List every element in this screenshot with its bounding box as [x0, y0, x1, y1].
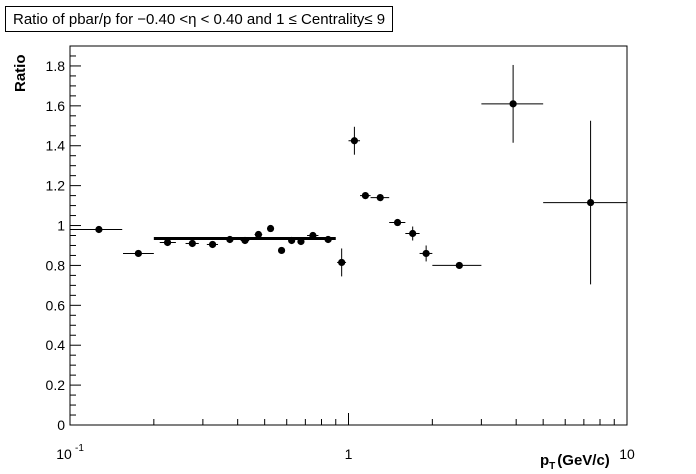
data-point — [409, 229, 417, 238]
data-point — [208, 240, 217, 249]
data-point — [241, 236, 249, 245]
x-axis: 10 -1 1 10 — [56, 413, 635, 462]
data-point — [277, 246, 286, 255]
data-point — [324, 235, 332, 244]
y-axis-label: Ratio — [12, 54, 29, 93]
y-tick-label: 1.4 — [46, 138, 66, 154]
y-tick-label: 0 — [57, 417, 65, 433]
data-point — [350, 137, 359, 145]
data-point — [586, 198, 595, 207]
y-tick-label: 0.2 — [46, 377, 66, 393]
data-point — [254, 230, 263, 239]
y-tick-label: 1.2 — [46, 178, 66, 194]
x-axis-label-main: p — [540, 452, 550, 469]
data-point — [266, 224, 275, 233]
data-point — [226, 235, 234, 244]
data-point — [188, 239, 196, 248]
y-tick-label: 1.8 — [46, 58, 66, 74]
data-point — [376, 194, 384, 202]
data-point — [309, 231, 317, 240]
y-tick-label: 1.6 — [46, 98, 66, 114]
plot-frame — [69, 45, 628, 426]
x-axis-label: pT (GeV/c) — [540, 452, 610, 472]
data-point — [288, 236, 296, 245]
x-tick-label: 10 — [619, 446, 635, 462]
x-tick-label: 10 — [56, 446, 72, 462]
y-axis: 0 0.2 0.4 0.6 0.8 1 1.2 1.4 1.6 1.8 — [46, 45, 81, 433]
x-axis-label-unit: (GeV/c) — [557, 452, 610, 469]
x-tick-label: 1 — [345, 446, 353, 462]
data-point — [163, 238, 172, 247]
data-point — [509, 100, 517, 108]
data-point — [297, 237, 305, 246]
data-point — [455, 261, 463, 270]
data-point — [95, 225, 103, 234]
data-point — [422, 249, 430, 258]
x-axis-label-sub: T — [549, 461, 556, 472]
data-point — [338, 258, 346, 267]
y-tick-label: 1 — [57, 218, 65, 234]
y-tick-label: 0.4 — [46, 337, 66, 353]
chart-title: Ratio of pbar/p for −0.40 <η < 0.40 and … — [5, 6, 394, 32]
y-tick-label: 0.8 — [46, 257, 66, 273]
x-tick-label-exponent: -1 — [75, 443, 84, 454]
data-point — [134, 249, 142, 258]
y-tick-label: 0.6 — [46, 297, 66, 313]
chart-title-text: Ratio of pbar/p for −0.40 <η < 0.40 and … — [13, 10, 386, 28]
data-point — [393, 218, 402, 227]
data-point — [361, 192, 370, 200]
data-points — [70, 64, 627, 285]
